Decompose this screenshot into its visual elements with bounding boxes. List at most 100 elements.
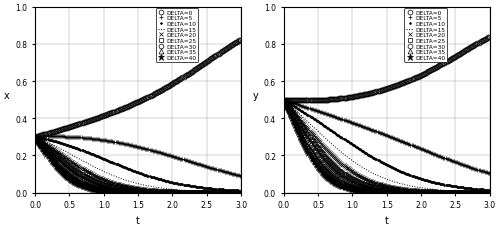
DELTA=40 — [70, 180, 76, 183]
DELTA=10 — [220, 188, 226, 191]
DELTA=20 — [227, 191, 233, 194]
DELTA=35 — [476, 191, 482, 194]
DELTA=40 — [32, 136, 38, 139]
DELTA=10 — [289, 104, 295, 107]
DELTA=30 — [293, 120, 299, 123]
Line: DELTA=10: DELTA=10 — [282, 98, 490, 192]
DELTA=40 — [336, 183, 342, 186]
DELTA=0 — [281, 99, 287, 102]
X-axis label: t: t — [385, 215, 388, 225]
DELTA=40 — [293, 127, 299, 129]
DELTA=0 — [476, 41, 482, 44]
DELTA=40 — [468, 191, 474, 194]
DELTA=40 — [87, 187, 93, 190]
DELTA=40 — [319, 170, 325, 173]
DELTA=15 — [56, 147, 62, 150]
DELTA=20 — [70, 162, 76, 165]
DELTA=15 — [120, 178, 126, 181]
DELTA=30 — [237, 191, 243, 194]
DELTA=30 — [476, 191, 482, 194]
DELTA=15 — [212, 191, 218, 193]
DELTA=5 — [293, 103, 299, 106]
DELTA=20 — [281, 99, 287, 102]
DELTA=40 — [486, 191, 492, 194]
DELTA=10 — [32, 136, 38, 139]
DELTA=35 — [336, 180, 342, 182]
DELTA=0 — [32, 136, 38, 139]
DELTA=15 — [304, 120, 310, 123]
DELTA=10 — [281, 99, 287, 102]
DELTA=0 — [302, 100, 308, 102]
DELTA=30 — [289, 113, 295, 116]
DELTA=30 — [87, 182, 93, 185]
DELTA=30 — [44, 149, 51, 152]
DELTA=35 — [319, 166, 325, 168]
DELTA=25 — [220, 191, 226, 194]
DELTA=20 — [486, 191, 492, 194]
DELTA=0 — [486, 36, 492, 39]
DELTA=5 — [220, 170, 226, 173]
DELTA=20 — [289, 109, 295, 111]
DELTA=5 — [486, 172, 492, 174]
DELTA=40 — [289, 117, 295, 120]
DELTA=5 — [44, 135, 51, 138]
DELTA=25 — [281, 99, 287, 102]
DELTA=0 — [87, 120, 93, 122]
DELTA=15 — [360, 166, 366, 169]
DELTA=35 — [40, 147, 46, 149]
DELTA=35 — [227, 191, 233, 194]
DELTA=40 — [237, 191, 243, 194]
DELTA=10 — [293, 106, 299, 109]
DELTA=20 — [44, 144, 51, 147]
DELTA=35 — [44, 152, 51, 154]
DELTA=0 — [289, 99, 295, 102]
DELTA=25 — [289, 111, 295, 114]
DELTA=10 — [336, 134, 342, 137]
DELTA=5 — [476, 169, 482, 172]
DELTA=30 — [32, 136, 38, 139]
DELTA=0 — [40, 134, 46, 136]
DELTA=10 — [319, 123, 325, 126]
Line: DELTA=0: DELTA=0 — [282, 35, 491, 103]
DELTA=10 — [44, 138, 51, 141]
Line: DELTA=30: DELTA=30 — [32, 135, 242, 195]
DELTA=10 — [87, 152, 93, 155]
DELTA=25 — [44, 147, 51, 149]
DELTA=15 — [460, 190, 466, 193]
DELTA=20 — [32, 136, 38, 139]
Line: DELTA=15: DELTA=15 — [35, 137, 241, 192]
DELTA=20 — [468, 191, 474, 194]
DELTA=30 — [486, 191, 492, 194]
DELTA=30 — [70, 173, 76, 176]
DELTA=10 — [486, 189, 492, 191]
DELTA=5 — [289, 102, 295, 104]
DELTA=40 — [40, 148, 46, 151]
DELTA=25 — [486, 191, 492, 194]
DELTA=30 — [227, 191, 233, 194]
Line: DELTA=0: DELTA=0 — [32, 38, 242, 140]
DELTA=15 — [368, 172, 374, 174]
DELTA=10 — [468, 187, 474, 190]
DELTA=5 — [40, 136, 46, 138]
X-axis label: t: t — [136, 215, 140, 225]
DELTA=5 — [50, 135, 56, 138]
DELTA=25 — [87, 178, 93, 180]
DELTA=25 — [40, 143, 46, 146]
DELTA=5 — [88, 137, 94, 140]
DELTA=40 — [44, 154, 51, 157]
DELTA=10 — [237, 189, 243, 192]
Line: DELTA=40: DELTA=40 — [32, 134, 244, 196]
DELTA=5 — [237, 174, 243, 177]
DELTA=40 — [227, 191, 233, 194]
DELTA=25 — [476, 191, 482, 194]
DELTA=0 — [220, 50, 226, 53]
DELTA=20 — [220, 191, 226, 194]
Y-axis label: x: x — [4, 90, 10, 100]
DELTA=25 — [32, 136, 38, 139]
Line: DELTA=5: DELTA=5 — [32, 134, 242, 178]
DELTA=0 — [44, 132, 51, 135]
Line: DELTA=40: DELTA=40 — [280, 97, 492, 196]
DELTA=35 — [237, 191, 243, 194]
DELTA=40 — [476, 191, 482, 194]
DELTA=10 — [40, 137, 46, 140]
